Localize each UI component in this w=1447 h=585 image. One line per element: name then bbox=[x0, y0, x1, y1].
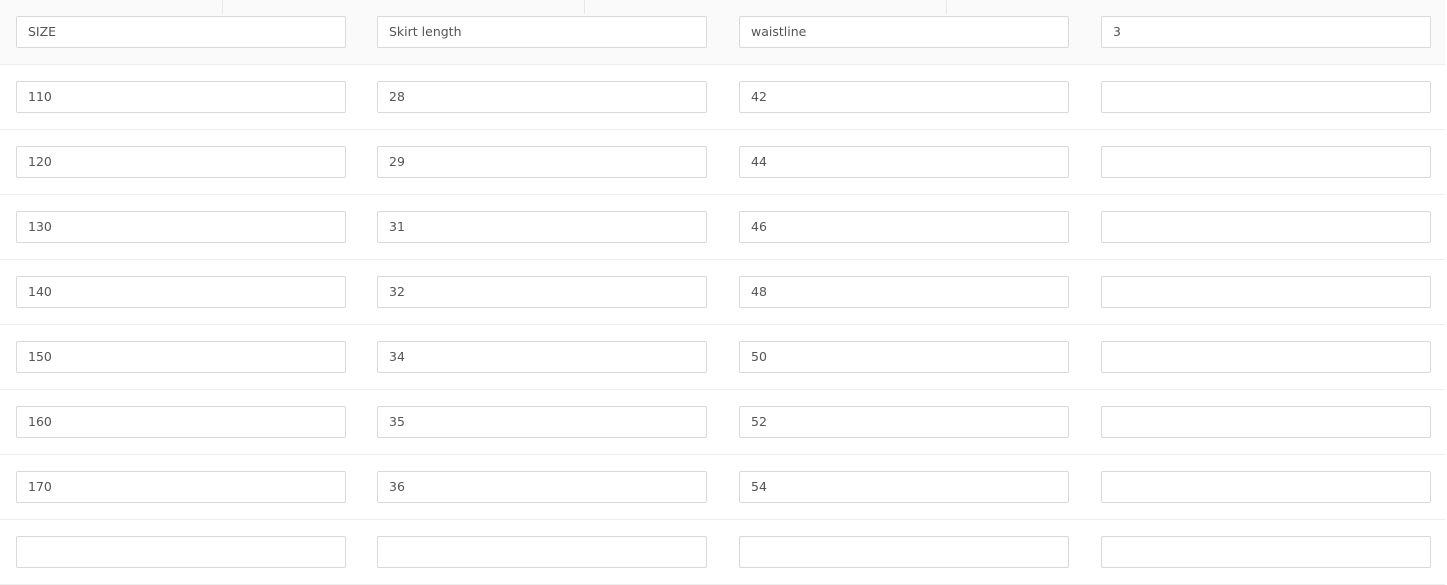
cell-input[interactable]: 28 bbox=[377, 81, 707, 113]
table-cell bbox=[1101, 341, 1431, 373]
cell-input[interactable]: 46 bbox=[739, 211, 1069, 243]
table-cell: 48 bbox=[739, 276, 1069, 308]
cell-input[interactable]: 150 bbox=[16, 341, 346, 373]
cell-input[interactable]: 160 bbox=[16, 406, 346, 438]
table-cell: 140 bbox=[16, 276, 346, 308]
cell-input[interactable] bbox=[1101, 81, 1431, 113]
cell-input[interactable]: 35 bbox=[377, 406, 707, 438]
cell-input[interactable]: 34 bbox=[377, 341, 707, 373]
cell-input[interactable]: 54 bbox=[739, 471, 1069, 503]
table-cell bbox=[377, 536, 707, 568]
cell-input[interactable] bbox=[377, 536, 707, 568]
table-row: 130 31 46 bbox=[0, 195, 1445, 260]
header-cell: 3 bbox=[1101, 16, 1431, 48]
header-input-skirt-length[interactable]: Skirt length bbox=[377, 16, 707, 48]
header-cell: SIZE bbox=[16, 16, 346, 48]
cell-input[interactable]: 48 bbox=[739, 276, 1069, 308]
cell-input[interactable]: 120 bbox=[16, 146, 346, 178]
cell-input[interactable] bbox=[1101, 406, 1431, 438]
header-cell: waistline bbox=[739, 16, 1069, 48]
table-cell: 29 bbox=[377, 146, 707, 178]
cell-input[interactable]: 31 bbox=[377, 211, 707, 243]
cell-input[interactable] bbox=[16, 536, 346, 568]
table-cell: 32 bbox=[377, 276, 707, 308]
table-row: 110 28 42 bbox=[0, 65, 1445, 130]
header-cell: Skirt length bbox=[377, 16, 707, 48]
cell-input[interactable]: 52 bbox=[739, 406, 1069, 438]
cell-input[interactable]: 50 bbox=[739, 341, 1069, 373]
table-cell bbox=[1101, 276, 1431, 308]
cell-input[interactable] bbox=[1101, 276, 1431, 308]
cell-input[interactable]: 42 bbox=[739, 81, 1069, 113]
table-cell bbox=[739, 536, 1069, 568]
table-cell: 44 bbox=[739, 146, 1069, 178]
cell-input[interactable] bbox=[1101, 341, 1431, 373]
table-row: 150 34 50 bbox=[0, 325, 1445, 390]
table-cell: 50 bbox=[739, 341, 1069, 373]
table-cell: 170 bbox=[16, 471, 346, 503]
table-row bbox=[0, 520, 1445, 585]
header-row: SIZE Skirt length waistline 3 bbox=[0, 0, 1445, 65]
cell-input[interactable]: 36 bbox=[377, 471, 707, 503]
table-cell: 110 bbox=[16, 81, 346, 113]
table-cell: 42 bbox=[739, 81, 1069, 113]
cell-input[interactable]: 170 bbox=[16, 471, 346, 503]
column-divider[interactable] bbox=[946, 0, 947, 14]
table-cell bbox=[1101, 81, 1431, 113]
table-cell: 46 bbox=[739, 211, 1069, 243]
cell-input[interactable]: 110 bbox=[16, 81, 346, 113]
table-row: 120 29 44 bbox=[0, 130, 1445, 195]
cell-input[interactable]: 44 bbox=[739, 146, 1069, 178]
table-cell: 35 bbox=[377, 406, 707, 438]
cell-input[interactable]: 32 bbox=[377, 276, 707, 308]
table-row: 170 36 54 bbox=[0, 455, 1445, 520]
header-input-waistline[interactable]: waistline bbox=[739, 16, 1069, 48]
cell-input[interactable]: 29 bbox=[377, 146, 707, 178]
cell-input[interactable]: 140 bbox=[16, 276, 346, 308]
column-divider[interactable] bbox=[584, 0, 585, 14]
table-cell: 150 bbox=[16, 341, 346, 373]
cell-input[interactable]: 130 bbox=[16, 211, 346, 243]
table-cell: 120 bbox=[16, 146, 346, 178]
column-divider[interactable] bbox=[222, 0, 223, 14]
table-cell: 31 bbox=[377, 211, 707, 243]
table-row: 160 35 52 bbox=[0, 390, 1445, 455]
table-cell bbox=[1101, 471, 1431, 503]
header-input-size[interactable]: SIZE bbox=[16, 16, 346, 48]
table-cell bbox=[16, 536, 346, 568]
table-row: 140 32 48 bbox=[0, 260, 1445, 325]
table-cell bbox=[1101, 211, 1431, 243]
cell-input[interactable] bbox=[1101, 536, 1431, 568]
cell-input[interactable] bbox=[739, 536, 1069, 568]
table-cell bbox=[1101, 406, 1431, 438]
header-input-4[interactable]: 3 bbox=[1101, 16, 1431, 48]
table-cell bbox=[1101, 536, 1431, 568]
cell-input[interactable] bbox=[1101, 146, 1431, 178]
table-cell: 160 bbox=[16, 406, 346, 438]
cell-input[interactable] bbox=[1101, 211, 1431, 243]
table-cell: 52 bbox=[739, 406, 1069, 438]
table-cell: 130 bbox=[16, 211, 346, 243]
table-cell: 28 bbox=[377, 81, 707, 113]
table-cell: 36 bbox=[377, 471, 707, 503]
table-cell: 34 bbox=[377, 341, 707, 373]
cell-input[interactable] bbox=[1101, 471, 1431, 503]
table-cell bbox=[1101, 146, 1431, 178]
table-cell: 54 bbox=[739, 471, 1069, 503]
